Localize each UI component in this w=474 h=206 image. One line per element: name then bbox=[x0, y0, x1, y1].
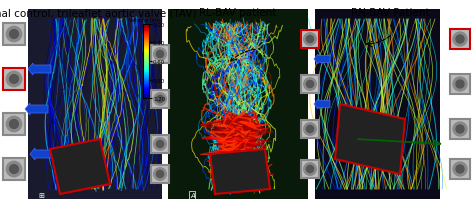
Text: RL-BAV patient: RL-BAV patient bbox=[199, 8, 277, 18]
Circle shape bbox=[154, 48, 166, 61]
Circle shape bbox=[6, 117, 22, 132]
Circle shape bbox=[9, 30, 18, 39]
FancyBboxPatch shape bbox=[450, 75, 470, 95]
Circle shape bbox=[6, 162, 22, 177]
FancyBboxPatch shape bbox=[151, 91, 169, 109]
Bar bbox=[168, 10, 308, 199]
FancyBboxPatch shape bbox=[151, 46, 169, 64]
FancyBboxPatch shape bbox=[3, 158, 25, 180]
Polygon shape bbox=[335, 104, 405, 174]
Circle shape bbox=[456, 36, 464, 44]
Circle shape bbox=[6, 72, 22, 87]
Polygon shape bbox=[210, 149, 270, 194]
Circle shape bbox=[156, 96, 164, 103]
Circle shape bbox=[456, 165, 464, 173]
FancyBboxPatch shape bbox=[301, 76, 319, 94]
Circle shape bbox=[9, 165, 18, 174]
FancyArrow shape bbox=[314, 99, 330, 109]
Circle shape bbox=[154, 168, 166, 180]
Circle shape bbox=[304, 163, 316, 176]
Circle shape bbox=[453, 122, 467, 136]
Circle shape bbox=[154, 93, 166, 106]
Text: ⊞: ⊞ bbox=[38, 192, 44, 198]
FancyBboxPatch shape bbox=[301, 121, 319, 138]
Circle shape bbox=[456, 125, 464, 133]
Title: Velocity [m/s]: Velocity [m/s] bbox=[129, 18, 163, 23]
Circle shape bbox=[306, 126, 314, 133]
FancyBboxPatch shape bbox=[3, 69, 25, 91]
FancyArrow shape bbox=[28, 64, 51, 76]
FancyBboxPatch shape bbox=[3, 24, 25, 46]
FancyBboxPatch shape bbox=[450, 30, 470, 50]
Circle shape bbox=[6, 27, 22, 42]
Circle shape bbox=[306, 166, 314, 173]
Text: Normal control, trileaflet aortic valve (TAV): Normal control, trileaflet aortic valve … bbox=[0, 8, 197, 18]
FancyBboxPatch shape bbox=[301, 31, 319, 49]
Circle shape bbox=[304, 78, 316, 91]
Text: RN-BAV Patient: RN-BAV Patient bbox=[351, 8, 429, 18]
Circle shape bbox=[306, 36, 314, 43]
Circle shape bbox=[453, 33, 467, 47]
FancyArrow shape bbox=[30, 148, 53, 160]
Circle shape bbox=[9, 75, 18, 84]
Circle shape bbox=[306, 81, 314, 88]
Text: A: A bbox=[190, 192, 195, 198]
Polygon shape bbox=[50, 139, 110, 194]
FancyArrow shape bbox=[314, 55, 330, 65]
FancyBboxPatch shape bbox=[450, 159, 470, 179]
Circle shape bbox=[9, 120, 18, 129]
Circle shape bbox=[156, 141, 164, 148]
Circle shape bbox=[154, 138, 166, 151]
Circle shape bbox=[453, 78, 467, 91]
FancyBboxPatch shape bbox=[151, 135, 169, 153]
Circle shape bbox=[156, 51, 164, 58]
Bar bbox=[315, 10, 440, 199]
FancyBboxPatch shape bbox=[301, 160, 319, 178]
Circle shape bbox=[304, 123, 316, 136]
Circle shape bbox=[456, 81, 464, 89]
FancyArrow shape bbox=[25, 103, 48, 115]
Circle shape bbox=[156, 171, 164, 178]
FancyBboxPatch shape bbox=[151, 165, 169, 183]
Bar bbox=[28, 10, 162, 199]
FancyBboxPatch shape bbox=[450, 119, 470, 139]
FancyBboxPatch shape bbox=[3, 114, 25, 135]
Circle shape bbox=[304, 34, 316, 46]
Circle shape bbox=[453, 162, 467, 176]
